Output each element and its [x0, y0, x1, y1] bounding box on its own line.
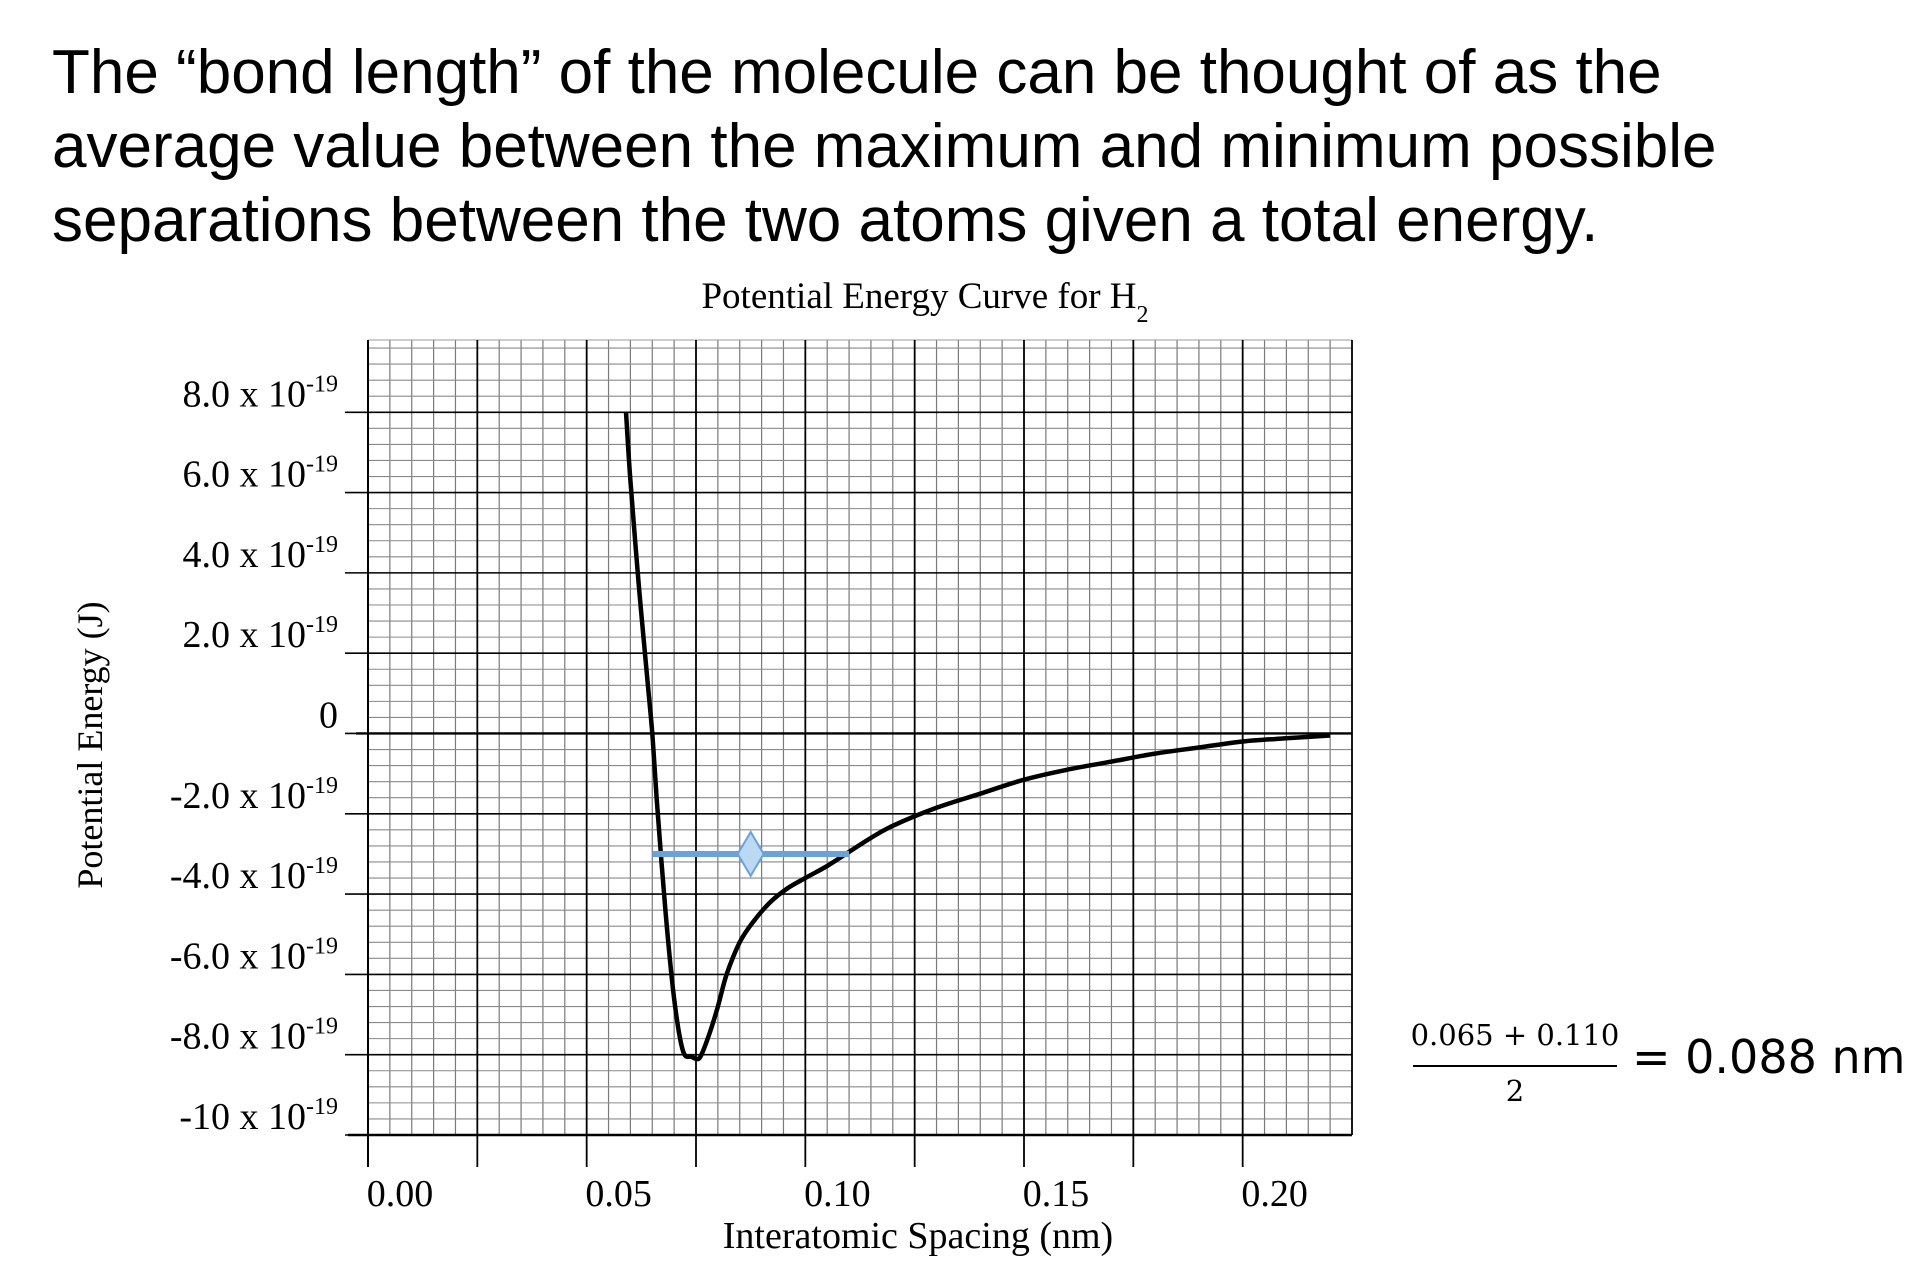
chart-grid-major — [368, 340, 1353, 1135]
y-tick-label: -8.0 x 10-19 — [170, 1014, 338, 1058]
x-tick-label: 0.20 — [1241, 1173, 1308, 1215]
y-tick-label: 2.0 x 10-19 — [183, 612, 339, 656]
chart-series — [623, 412, 1331, 1062]
x-tick-label: 0.00 — [367, 1173, 434, 1215]
bond-length-equation: 0.065 + 0.110 2 = 0.088 nm — [1410, 1018, 1910, 1128]
x-tick-label: 0.05 — [585, 1173, 652, 1215]
y-tick-label: -2.0 x 10-19 — [170, 773, 338, 817]
equation-result: = 0.088 nm — [1632, 1030, 1906, 1084]
y-tick-label: 0 — [319, 694, 338, 736]
equation-denominator: 2 — [1505, 1074, 1525, 1108]
explanation-line-3: separations between the two atoms given … — [52, 186, 1599, 255]
explanation-text: The “bond length” of the molecule can be… — [52, 36, 1852, 258]
explanation-line-2: average value between the maximum and mi… — [52, 112, 1717, 181]
x-tick-label: 0.10 — [804, 1173, 871, 1215]
chart-title: Potential Energy Curve for H2 — [701, 276, 1148, 328]
chart-ticks: 0.00 0.05 0.10 0.15 0.20 8.0 x 10-19 6.0 x 10-… — [170, 371, 1308, 1215]
y-tick-label: -10 x 10-19 — [179, 1094, 338, 1138]
y-tick-label: 6.0 x 10-19 — [183, 452, 339, 496]
explanation-line-1: The “bond length” of the molecule can be… — [52, 38, 1662, 107]
y-axis-label: Potential Energy (J) — [70, 601, 110, 888]
chart-axes — [348, 340, 1352, 1167]
fraction-bar — [1413, 1065, 1617, 1067]
chart-title-subscript: 2 — [1137, 302, 1149, 328]
equation-numerator: 0.065 + 0.110 — [1410, 1018, 1620, 1052]
x-axis-label: Interatomic Spacing (nm) — [723, 1215, 1113, 1257]
y-tick-label: -4.0 x 10-19 — [170, 853, 338, 897]
x-tick-label: 0.15 — [1023, 1173, 1090, 1215]
chart-annotation — [652, 829, 850, 878]
potential-energy-curve — [623, 412, 1331, 1062]
y-tick-label: 4.0 x 10-19 — [183, 532, 339, 576]
midpoint-diamond-marker — [736, 829, 765, 878]
y-tick-label: 8.0 x 10-19 — [183, 371, 339, 415]
chart-grid-minor — [368, 339, 1352, 1135]
y-tick-label: -6.0 x 10-19 — [170, 933, 338, 977]
